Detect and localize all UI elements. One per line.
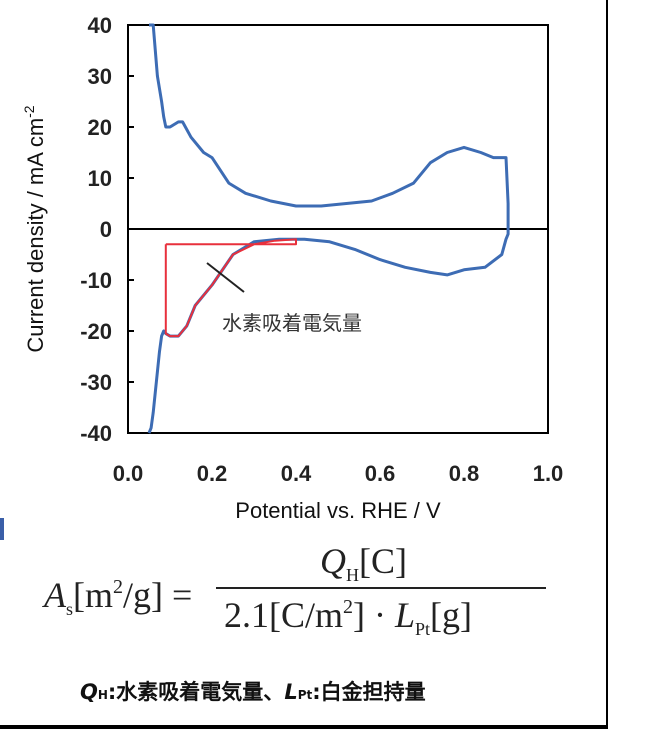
x-tick-label: 1.0 bbox=[533, 461, 564, 486]
y-axis-title-sup: -2 bbox=[21, 105, 37, 118]
formula-lhs-sup: 2 bbox=[113, 576, 124, 598]
y-tick-label: -20 bbox=[80, 319, 112, 344]
formula-num-symbol: Q bbox=[320, 541, 346, 581]
formula-den-sup: 2 bbox=[343, 596, 354, 618]
formula-num-sub: H bbox=[346, 565, 359, 585]
formula-den-const: 2.1[C/m bbox=[224, 595, 344, 635]
formula-den-symbol: L bbox=[395, 595, 416, 635]
formula-lhs-symbol: A bbox=[44, 575, 66, 615]
y-tick-label: 0 bbox=[100, 217, 112, 242]
formula-num-units: [C] bbox=[359, 541, 407, 581]
x-tick-label: 0.6 bbox=[365, 461, 396, 486]
y-tick-label: 20 bbox=[88, 115, 112, 140]
y-tick-label: -30 bbox=[80, 370, 112, 395]
x-tick-label: 0.8 bbox=[449, 461, 480, 486]
annotation-label: 水素吸着電気量 bbox=[222, 311, 362, 335]
caption-q-sub: H bbox=[97, 688, 108, 702]
caption-l-symbol: L bbox=[284, 680, 298, 704]
y-axis-title-text: Current density / mA cm bbox=[23, 118, 48, 353]
x-tick-label: 0.0 bbox=[113, 461, 144, 486]
annotation-pointer bbox=[206, 262, 245, 293]
formula-numerator: QH[C] bbox=[320, 540, 407, 586]
cv-chart: 40 30 20 10 0 -10 -20 -30 -40 0.0 0.2 0.4 0.6 0.8 1.0… bbox=[21, 13, 564, 523]
formula-lhs-units-end: /g] = bbox=[123, 575, 193, 615]
formula-den-sub: Pt bbox=[415, 619, 431, 639]
formula-lhs-units: [m bbox=[73, 575, 114, 615]
formula-lhs-sub: s bbox=[66, 599, 74, 619]
caption-l-sub: Pt bbox=[297, 688, 313, 702]
frame-right-border bbox=[606, 0, 608, 729]
x-tick-label: 0.4 bbox=[281, 461, 312, 486]
caption-q-symbol: Q bbox=[80, 680, 98, 704]
fraction-bar bbox=[216, 587, 546, 589]
frame-bottom-border bbox=[0, 725, 608, 729]
y-tick-label: 40 bbox=[88, 13, 112, 38]
formula-caption: QH:水素吸着電気量、LPt:白金担持量 bbox=[80, 676, 426, 706]
formula-den-units: [g] bbox=[430, 595, 473, 635]
hydrogen-adsorption-region bbox=[164, 238, 297, 338]
y-tick-label: -10 bbox=[80, 268, 112, 293]
series-layer bbox=[147, 23, 510, 434]
caption-q-text: :水素吸着電気量、 bbox=[107, 680, 285, 704]
y-axis-title: Current density / mA cm-2 bbox=[21, 105, 48, 352]
caption-l-text: :白金担持量 bbox=[312, 680, 426, 704]
x-axis-ticks: 0.0 0.2 0.4 0.6 0.8 1.0 bbox=[113, 461, 564, 486]
y-tick-label: 30 bbox=[88, 64, 112, 89]
formula-lhs: As[m2/g] = bbox=[44, 574, 192, 620]
surface-area-formula: As[m2/g] = bbox=[40, 540, 600, 650]
y-tick-label: -40 bbox=[80, 421, 112, 446]
formula-den-mid: ] · bbox=[353, 595, 395, 635]
x-tick-label: 0.2 bbox=[197, 461, 228, 486]
y-axis-ticks: 40 30 20 10 0 -10 -20 -30 -40 bbox=[80, 13, 134, 446]
x-axis-title: Potential vs. RHE / V bbox=[235, 498, 441, 523]
formula-denominator: 2.1[C/m2] · LPt[g] bbox=[224, 594, 472, 640]
y-tick-label: 10 bbox=[88, 166, 112, 191]
edge-mark bbox=[0, 518, 4, 540]
